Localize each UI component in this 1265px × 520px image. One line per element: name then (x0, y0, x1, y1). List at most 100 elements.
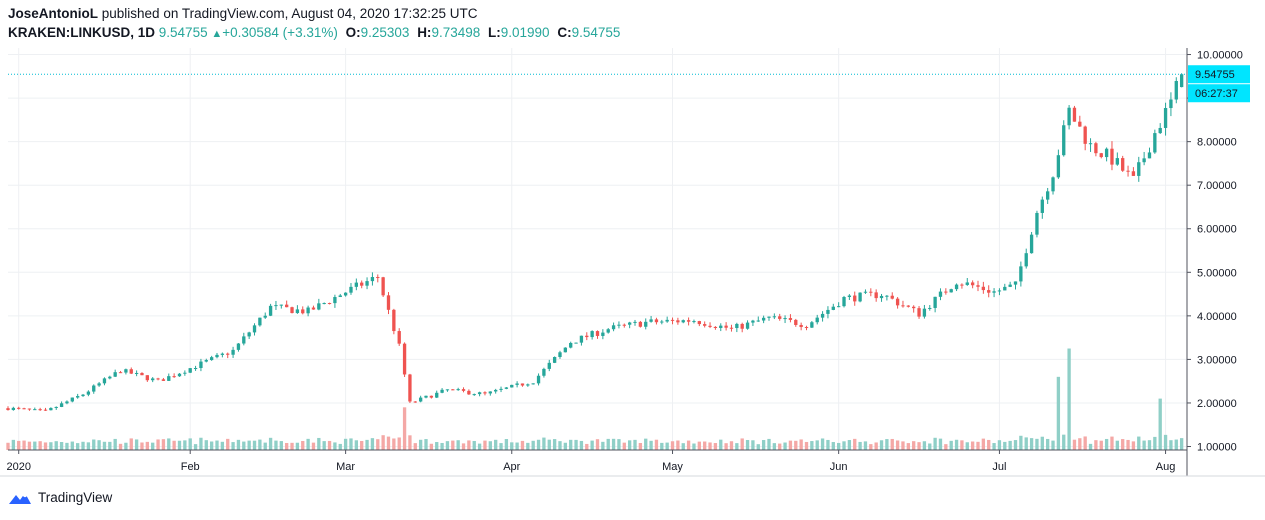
candle-body (1147, 152, 1152, 159)
volume-bar (772, 443, 777, 450)
author-name[interactable]: JoseAntonioL (8, 6, 98, 21)
volume-bar (574, 439, 578, 450)
volume-bar (686, 440, 691, 450)
volume-bar (713, 443, 718, 450)
volume-bar (1024, 437, 1028, 450)
volume-bar (633, 439, 637, 450)
volume-bar (595, 439, 600, 450)
candle-body (590, 331, 594, 338)
volume-bar (81, 441, 85, 450)
volume-bar (1078, 438, 1082, 450)
volume-bar (1019, 435, 1023, 450)
volume-bar (226, 438, 230, 450)
candle-body (1056, 155, 1061, 178)
candle-body (242, 336, 246, 344)
candle-body (354, 282, 359, 287)
close-value: 9.54755 (571, 25, 621, 40)
volume-bar (193, 444, 198, 450)
candle-body (558, 352, 562, 357)
volume-bar (799, 439, 803, 450)
volume-bar (440, 442, 444, 450)
candle-body (772, 316, 777, 318)
volume-bar (349, 438, 353, 450)
candle-body (301, 309, 305, 314)
candle-body (306, 307, 310, 314)
volume-bar (456, 440, 460, 450)
candle-body (981, 286, 986, 291)
candle-body (22, 408, 26, 410)
last-price: 9.54755 (158, 25, 208, 40)
volume-bar (1158, 398, 1162, 450)
volume-bar (429, 443, 434, 450)
candle-body (461, 389, 466, 391)
volume-bar (1142, 440, 1146, 450)
volume-bar (960, 440, 964, 450)
candle-body (504, 387, 509, 389)
candle-body (215, 354, 219, 358)
candle-body (960, 284, 964, 286)
candle-body (1029, 234, 1034, 254)
volume-bar (590, 440, 594, 450)
candle-body (161, 379, 166, 381)
volume-bar (1179, 438, 1184, 450)
volume-bar (156, 439, 160, 450)
candle-body (445, 389, 450, 391)
candle-body (633, 321, 637, 323)
candle-body (365, 281, 369, 286)
volume-bar (644, 438, 648, 450)
candle-body (1126, 170, 1130, 172)
volume-bar (6, 442, 10, 450)
volume-bar (788, 440, 793, 450)
candle-body (252, 325, 257, 333)
tradingview-branding[interactable]: TradingView (8, 490, 112, 505)
candle-body (1094, 143, 1098, 154)
candle-body (627, 322, 632, 325)
candle-body (456, 389, 460, 391)
candle-body (526, 384, 530, 386)
candle-body (997, 290, 1002, 292)
volume-bar (853, 438, 857, 450)
y-tick-label: 6.00000 (1197, 224, 1237, 236)
volume-bar (579, 440, 584, 450)
tradingview-logo-icon (9, 492, 31, 504)
volume-bar (703, 441, 707, 450)
candle-body (944, 291, 948, 293)
candle-body (895, 298, 900, 306)
volume-bar (745, 440, 750, 450)
candle-body (177, 373, 182, 377)
candle-body (1158, 127, 1162, 134)
candle-body (97, 383, 101, 386)
candle-body (761, 317, 766, 321)
volume-bar (236, 439, 241, 450)
symbol-label[interactable]: KRAKEN:LINKUSD, 1D (8, 25, 156, 40)
candle-body (574, 342, 578, 344)
volume-bar (697, 441, 701, 450)
volume-bar (515, 442, 519, 450)
candle-body (1088, 143, 1093, 145)
volume-bar (327, 440, 332, 450)
candle-body (660, 321, 664, 323)
volume-bar (1062, 434, 1066, 450)
x-tick-label: May (662, 461, 683, 473)
candle-body (408, 374, 412, 402)
volume-bar (1163, 434, 1168, 450)
volume-bar (472, 440, 476, 450)
volume-bar (504, 439, 509, 450)
candle-body (268, 305, 273, 316)
volume-bar (1088, 443, 1093, 450)
candle-body (1003, 286, 1007, 291)
candle-body (488, 391, 492, 394)
candle-body (1179, 74, 1184, 88)
candle-body (424, 395, 428, 398)
candle-body (1051, 177, 1055, 192)
candle-body (349, 286, 353, 293)
volume-bar (1072, 439, 1077, 450)
volume-bar (938, 438, 943, 450)
candle-body (676, 320, 680, 323)
volume-bar (526, 442, 530, 450)
volume-bar (692, 443, 696, 450)
chart-axes: 10.000009.000008.000007.000006.000005.00… (0, 48, 1265, 477)
volume-bar (981, 438, 986, 450)
candle-body (370, 277, 375, 282)
